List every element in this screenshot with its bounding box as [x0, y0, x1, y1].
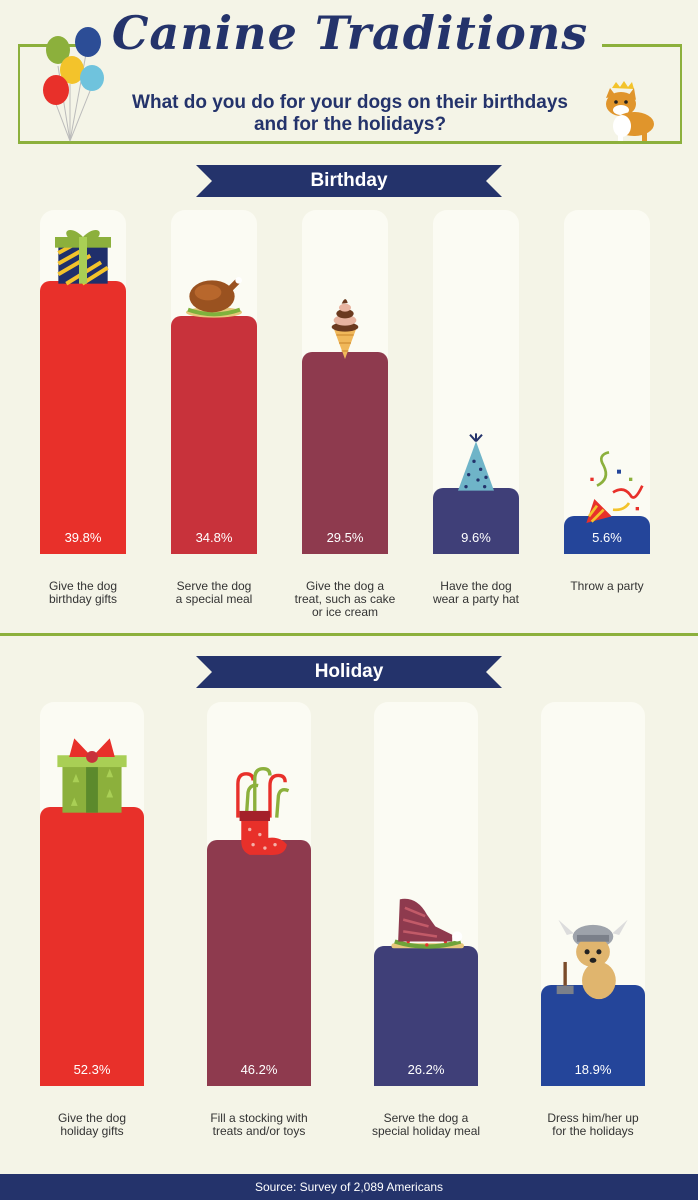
- category-label-line: Throw a party: [570, 579, 644, 593]
- bar-value-label: 46.2%: [240, 1062, 278, 1077]
- bar-value-label: 26.2%: [407, 1062, 445, 1077]
- category-label-line: wear a party hat: [432, 592, 520, 606]
- category-label-line: Give the dog: [48, 579, 118, 593]
- chart-bar: [207, 839, 311, 1086]
- bar-value-label: 18.9%: [574, 1062, 612, 1077]
- category-label-line: Dress him/her up: [547, 1111, 639, 1125]
- category-label-line: holiday gifts: [60, 1124, 124, 1138]
- ice-cream-cone-icon: [331, 299, 359, 360]
- banner-tail-left: [196, 656, 218, 688]
- category-label: Dress him/her up for the holidays: [527, 1112, 659, 1138]
- roast-turkey-icon: [186, 276, 242, 318]
- birthday-banner: Birthday: [196, 165, 502, 197]
- banner-tail-right: [480, 656, 502, 688]
- subtitle-line-1: What do you do for your dogs on their bi…: [132, 92, 568, 113]
- category-label: Give the dog a treat, such as cake or ice …: [288, 580, 402, 619]
- banner-tail-left: [196, 165, 218, 197]
- bar-value-label: 52.3%: [73, 1062, 111, 1077]
- category-label: Serve the dog a special holiday meal: [360, 1112, 492, 1138]
- holiday-banner-label: Holiday: [218, 656, 480, 688]
- category-label-line: Serve the dog a: [383, 1111, 469, 1125]
- category-label: Serve the dog a special meal: [157, 580, 271, 606]
- header-right-rule: [680, 44, 682, 144]
- category-label-line: Give the dog a: [305, 579, 385, 593]
- chart-bar: [40, 281, 126, 554]
- party-hat-icon: [458, 432, 494, 491]
- category-label-line: treats and/or toys: [212, 1124, 306, 1138]
- header-frame: Canine Traditions What do you do for you…: [18, 4, 682, 144]
- chart-bar: [374, 946, 478, 1086]
- category-label-line: Serve the dog: [176, 579, 252, 593]
- category-label: Give the dog holiday gifts: [26, 1112, 158, 1138]
- bar-value-label: 9.6%: [461, 530, 491, 545]
- header-left-rule: [18, 44, 20, 144]
- source-footer: Source: Survey of 2,089 Americans: [0, 1174, 698, 1200]
- page-subtitle: What do you do for your dogs on their bi…: [98, 92, 602, 136]
- category-label: Throw a party: [550, 580, 664, 593]
- corgi-icon: [606, 81, 654, 141]
- chart-bar: [541, 985, 645, 1086]
- category-label-line: or ice cream: [311, 605, 379, 619]
- page-title: Canine Traditions: [18, 6, 682, 60]
- section-divider: [0, 633, 698, 636]
- banner-tail-right: [480, 165, 502, 197]
- category-label-line: a special meal: [175, 592, 253, 606]
- category-label-line: for the holidays: [552, 1124, 634, 1138]
- category-label-line: Give the dog: [57, 1111, 127, 1125]
- bar-value-label: 34.8%: [195, 530, 233, 545]
- category-label-line: Have the dog: [440, 579, 512, 593]
- header-bottom-rule: [18, 141, 682, 144]
- chart-bar: [302, 351, 388, 554]
- holiday-ham-icon: [391, 898, 464, 949]
- category-label: Have the dog wear a party hat: [419, 580, 533, 606]
- category-label-line: treat, such as cake: [294, 592, 396, 606]
- chart-bar: [564, 515, 650, 554]
- bar-value-label: 39.8%: [64, 530, 102, 545]
- candy-cane-stocking-icon: [236, 767, 290, 856]
- balloons-icon: [43, 27, 104, 142]
- viking-dog-icon: [556, 919, 628, 999]
- page-title-text: Canine Traditions: [97, 6, 603, 60]
- bar-value-label: 5.6%: [592, 530, 622, 545]
- category-label: Fill a stocking with treats and/or toys: [193, 1112, 325, 1138]
- holiday-gift-icon: [57, 738, 127, 813]
- category-label-line: birthday gifts: [48, 592, 118, 606]
- category-label: Give the dog birthday gifts: [26, 580, 140, 606]
- chart-bar: [433, 488, 519, 554]
- chart-bar: [40, 807, 144, 1086]
- bar-value-label: 29.5%: [326, 530, 364, 545]
- party-popper-icon: [586, 451, 644, 523]
- category-label-line: special holiday meal: [371, 1124, 481, 1138]
- gift-icon: [55, 229, 111, 286]
- birthday-banner-label: Birthday: [218, 165, 480, 197]
- holiday-banner: Holiday: [196, 656, 502, 688]
- category-label-line: Fill a stocking with: [210, 1111, 308, 1125]
- chart-bar: [171, 315, 257, 554]
- subtitle-line-2: and for the holidays?: [253, 114, 447, 135]
